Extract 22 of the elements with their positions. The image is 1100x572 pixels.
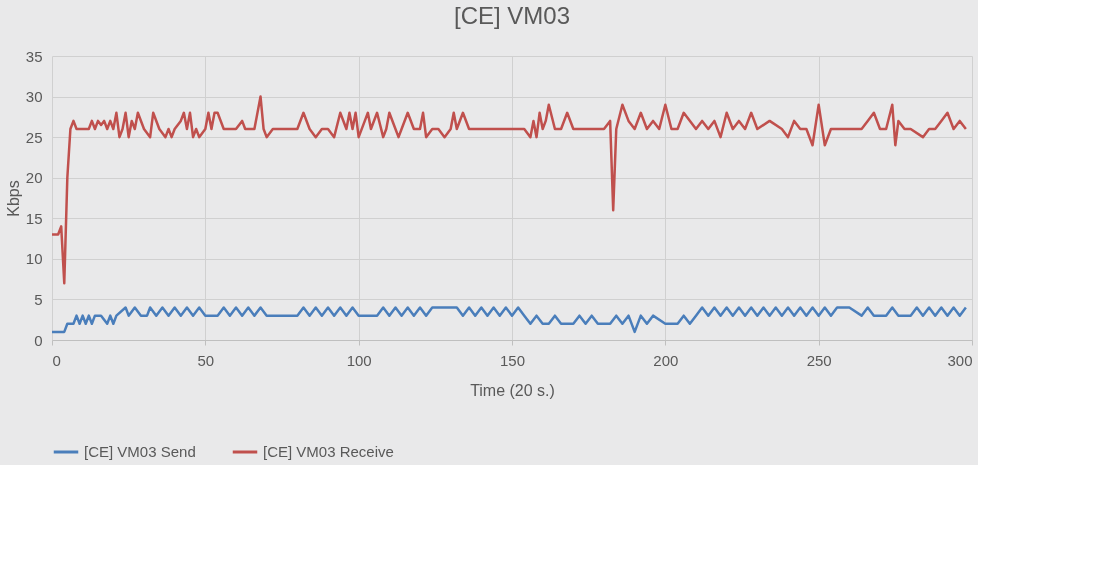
y-tick-label: 30 [25,88,43,106]
x-tick-label: 300 [947,351,973,369]
line-series [50,95,968,285]
x-tick-label: 200 [653,351,679,369]
x-axis-title: Time (20 s.) [470,381,555,399]
legend-label: [CE] VM03 Send [84,443,196,460]
y-tick-label: 15 [25,209,43,227]
y-tick-label: 20 [25,169,43,187]
x-tick-label: 250 [806,351,832,369]
x-tick-label: 0 [52,351,61,369]
y-tick-label: 10 [25,250,43,268]
y-axis-title: Kbps [4,180,22,217]
line-series [50,306,968,334]
x-tick-label: 100 [346,351,372,369]
x-tick-label: 150 [499,351,526,369]
chart-title: [CE] VM03 [453,2,571,29]
y-tick-label: 25 [25,128,43,146]
x-tick-label: 50 [197,351,215,369]
y-tick-label: 35 [25,47,43,65]
legend-label: [CE] VM03 Receive [263,443,394,460]
y-tick-label: 0 [34,331,43,349]
y-tick-label: 5 [34,290,43,308]
